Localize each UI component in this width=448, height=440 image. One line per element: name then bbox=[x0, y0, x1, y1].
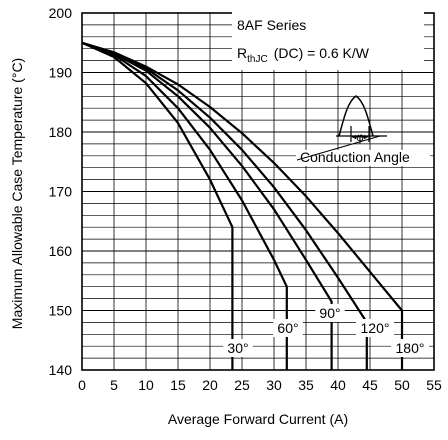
arrow-head-right bbox=[364, 134, 368, 140]
curve-120-deg bbox=[81, 41, 368, 370]
curve-90-deg bbox=[81, 41, 333, 370]
leader-line bbox=[296, 135, 381, 161]
conduction-angle-illustration: φ Conduction Angle bbox=[296, 95, 430, 166]
tick-labels: 0 5 10 15 20 25 30 35 40 45 50 55 140 150 160 170 180 190… bbox=[49, 5, 442, 393]
y-tick-label: 170 bbox=[49, 184, 73, 200]
curve-60-deg bbox=[81, 41, 288, 370]
curves: 30° 60° 90° 120° 180° bbox=[81, 41, 429, 370]
x-tick-label: 50 bbox=[394, 377, 410, 393]
x-tick-label: 5 bbox=[110, 377, 118, 393]
y-axis-label: Maximum Allowable Case Temperature (°C) bbox=[9, 58, 25, 329]
x-tick-label: 30 bbox=[266, 377, 282, 393]
curve-label: 90° bbox=[319, 305, 340, 321]
curve-label: 60° bbox=[277, 320, 298, 336]
thermal-resistance: RthJC (DC) = 0.6 K/W bbox=[237, 45, 370, 65]
curve-label-group: 60° bbox=[273, 319, 303, 337]
x-tick-label: 10 bbox=[138, 377, 154, 393]
curve-180-deg bbox=[81, 41, 404, 370]
y-tick-label: 140 bbox=[49, 362, 73, 378]
x-tick-label: 25 bbox=[234, 377, 250, 393]
x-tick-label: 55 bbox=[426, 377, 442, 393]
x-tick-label: 0 bbox=[78, 377, 86, 393]
y-tick-label: 160 bbox=[49, 243, 73, 259]
y-tick-label: 150 bbox=[49, 303, 73, 319]
y-tick-label: 190 bbox=[49, 65, 73, 81]
curve-30-deg bbox=[81, 41, 234, 370]
x-tick-label: 40 bbox=[330, 377, 346, 393]
phi-label: φ bbox=[356, 130, 364, 144]
curve-label: 180° bbox=[396, 340, 425, 356]
curve-label-group: 90° bbox=[315, 304, 345, 322]
curve-label: 120° bbox=[361, 320, 390, 336]
curve-label: 30° bbox=[227, 340, 248, 356]
arrow-head-left bbox=[352, 134, 356, 140]
curve-label-group: 30° bbox=[223, 339, 253, 357]
curve-label-group: 180° bbox=[391, 339, 429, 357]
x-tick-label: 35 bbox=[298, 377, 314, 393]
x-tick-label: 15 bbox=[170, 377, 186, 393]
series-name: 8AF Series bbox=[237, 17, 306, 33]
curve-label-group: 120° bbox=[356, 319, 394, 337]
conduction-angle-label: Conduction Angle bbox=[300, 149, 410, 165]
y-tick-label: 180 bbox=[49, 124, 73, 140]
y-tick-label: 200 bbox=[49, 5, 73, 21]
x-axis-label: Average Forward Current (A) bbox=[168, 411, 348, 427]
x-tick-label: 20 bbox=[202, 377, 218, 393]
half-sine-wave-icon bbox=[338, 95, 374, 137]
spec-annotation: 8AF Series RthJC (DC) = 0.6 K/W bbox=[232, 12, 424, 70]
x-tick-label: 45 bbox=[362, 377, 378, 393]
